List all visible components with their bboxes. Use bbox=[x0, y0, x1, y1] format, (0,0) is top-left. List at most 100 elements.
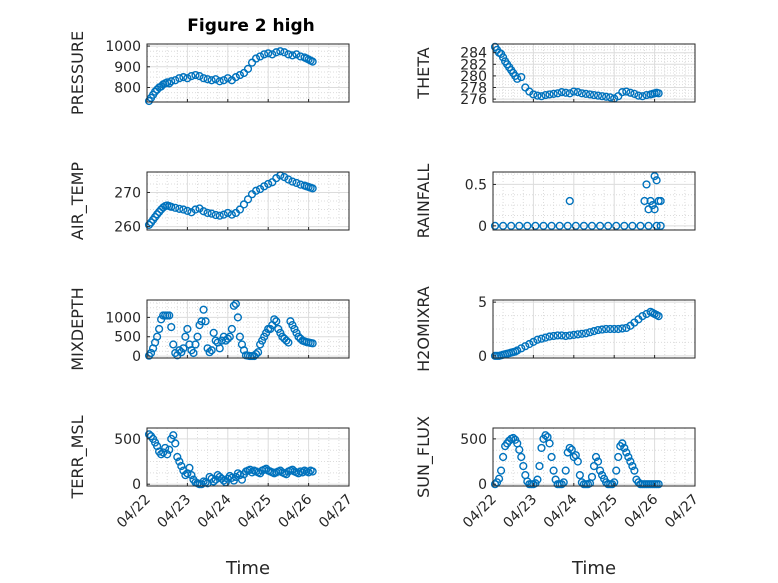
data-point bbox=[173, 452, 182, 462]
grid bbox=[146, 300, 350, 358]
data-point bbox=[513, 74, 522, 83]
y-tick-label: 0.5 bbox=[465, 177, 487, 193]
data-point bbox=[620, 221, 629, 230]
data-point bbox=[545, 90, 554, 99]
data-point bbox=[146, 348, 156, 358]
data-point bbox=[144, 220, 154, 229]
data-point bbox=[547, 221, 556, 230]
data-point bbox=[209, 477, 218, 486]
data-point bbox=[589, 90, 599, 100]
data-point bbox=[203, 344, 212, 353]
data-point bbox=[571, 221, 580, 230]
data-point bbox=[171, 203, 180, 212]
y-tick-label: 0 bbox=[478, 349, 487, 365]
data-point bbox=[529, 90, 538, 99]
data-point bbox=[181, 471, 190, 480]
data-point bbox=[286, 317, 295, 326]
data-point bbox=[604, 221, 613, 230]
data-point bbox=[490, 221, 500, 230]
data-point bbox=[591, 452, 601, 462]
data-point bbox=[555, 221, 564, 230]
y-tick-label: 0 bbox=[132, 349, 141, 365]
data-point bbox=[652, 176, 661, 185]
data-point bbox=[593, 457, 603, 466]
x-tick-label: 04/24 bbox=[541, 491, 581, 531]
data-point bbox=[523, 221, 532, 230]
data-point bbox=[183, 206, 192, 215]
data-points bbox=[490, 307, 663, 360]
data-point bbox=[272, 317, 281, 326]
data-points bbox=[490, 172, 665, 230]
data-point bbox=[597, 92, 607, 101]
data-point bbox=[189, 348, 198, 358]
data-point bbox=[201, 317, 210, 326]
data-point bbox=[579, 221, 589, 230]
data-point bbox=[533, 475, 542, 484]
data-point bbox=[215, 344, 224, 353]
data-point bbox=[589, 327, 599, 336]
y-axis-label: SUN_FLUX bbox=[414, 416, 434, 498]
data-point bbox=[654, 312, 663, 321]
y-tick-label: 278 bbox=[460, 81, 487, 97]
data-point bbox=[153, 332, 162, 341]
data-point bbox=[577, 89, 586, 98]
data-point bbox=[650, 172, 659, 181]
data-point bbox=[260, 332, 269, 341]
data-point bbox=[270, 315, 279, 324]
y-axis-label: PRESSURE bbox=[68, 31, 87, 115]
data-point bbox=[235, 471, 245, 480]
data-point bbox=[513, 346, 522, 355]
panel-7: 0 500 04/22 04/23 04/24 04/25 04/26 04/27 SUN_FL… bbox=[414, 416, 702, 579]
x-tick-label: 04/23 bbox=[154, 492, 194, 532]
data-point bbox=[614, 324, 623, 334]
data-point bbox=[515, 221, 524, 230]
data-point bbox=[656, 196, 665, 206]
data-point bbox=[199, 74, 208, 83]
data-point bbox=[585, 90, 595, 99]
data-point bbox=[284, 50, 293, 59]
data-point bbox=[219, 210, 228, 219]
panel-5: 0 5 H2OMIXRA bbox=[414, 286, 696, 372]
data-point bbox=[652, 221, 661, 230]
data-point bbox=[521, 342, 530, 351]
data-points bbox=[144, 299, 317, 361]
data-point bbox=[175, 74, 184, 83]
data-point bbox=[563, 221, 572, 230]
data-point bbox=[618, 324, 627, 333]
data-point bbox=[219, 476, 228, 485]
data-point bbox=[227, 210, 236, 219]
data-point bbox=[541, 431, 550, 440]
data-point bbox=[507, 221, 516, 230]
data-point bbox=[205, 348, 214, 357]
data-point bbox=[515, 445, 524, 454]
data-point bbox=[496, 466, 506, 475]
data-point bbox=[581, 89, 591, 98]
data-point bbox=[181, 332, 190, 341]
data-point bbox=[537, 443, 546, 453]
axes-box bbox=[146, 171, 350, 231]
data-point bbox=[239, 68, 249, 78]
y-tick-label: 800 bbox=[114, 81, 141, 97]
y-tick-label: 260 bbox=[114, 220, 141, 236]
data-point bbox=[177, 348, 186, 357]
data-point bbox=[624, 452, 633, 462]
data-point bbox=[183, 324, 192, 334]
data-point bbox=[264, 179, 273, 189]
data-point bbox=[219, 332, 228, 341]
data-point bbox=[644, 205, 653, 214]
data-point bbox=[537, 92, 546, 101]
data-point bbox=[622, 323, 631, 333]
data-point bbox=[573, 330, 582, 339]
axes-box bbox=[492, 427, 696, 487]
data-point bbox=[167, 322, 176, 332]
y-tick-label: 5 bbox=[478, 295, 487, 311]
data-point bbox=[288, 321, 297, 330]
y-axis-label: H2OMIXRA bbox=[414, 286, 433, 372]
data-point bbox=[569, 87, 578, 96]
data-point bbox=[490, 480, 500, 489]
data-point bbox=[274, 324, 283, 334]
y-tick-label: 500 bbox=[114, 330, 141, 346]
data-point bbox=[646, 196, 655, 206]
data-point bbox=[499, 452, 508, 462]
